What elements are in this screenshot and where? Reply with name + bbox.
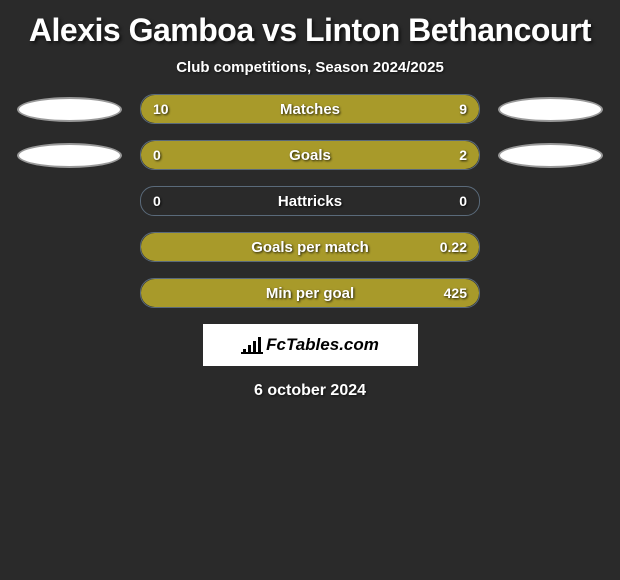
stat-label: Min per goal (141, 285, 479, 302)
stat-row: Goals per match0.22 (0, 232, 620, 262)
avatar-right (498, 143, 603, 168)
stat-label: Matches (141, 101, 479, 118)
stat-bar: Goals per match0.22 (140, 232, 480, 262)
stat-value-right: 2 (459, 147, 467, 163)
avatar-spacer (17, 189, 122, 214)
stat-row: 10Matches9 (0, 94, 620, 124)
avatar-spacer (17, 281, 122, 306)
chart-icon (241, 336, 263, 354)
subtitle: Club competitions, Season 2024/2025 (0, 53, 620, 94)
logo-text: FcTables.com (266, 335, 379, 355)
stat-value-right: 9 (459, 101, 467, 117)
stat-bar: 10Matches9 (140, 94, 480, 124)
page-title: Alexis Gamboa vs Linton Bethancourt (0, 0, 620, 53)
stat-value-right: 0 (459, 193, 467, 209)
stat-value-right: 425 (444, 285, 467, 301)
stat-bar: Min per goal425 (140, 278, 480, 308)
avatar-left (17, 143, 122, 168)
stat-label: Goals (141, 147, 479, 164)
avatar-right (498, 97, 603, 122)
avatar-spacer (498, 235, 603, 260)
avatar-spacer (498, 281, 603, 306)
stat-row: 0Hattricks0 (0, 186, 620, 216)
stat-bar: 0Goals2 (140, 140, 480, 170)
logo-box: FcTables.com (203, 324, 418, 366)
stats-container: 10Matches90Goals20Hattricks0Goals per ma… (0, 94, 620, 308)
date-text: 6 october 2024 (0, 376, 620, 400)
stat-row: 0Goals2 (0, 140, 620, 170)
stat-label: Goals per match (141, 239, 479, 256)
stat-label: Hattricks (141, 193, 479, 210)
stat-value-right: 0.22 (440, 239, 467, 255)
avatar-spacer (498, 189, 603, 214)
avatar-left (17, 97, 122, 122)
avatar-spacer (17, 235, 122, 260)
stat-bar: 0Hattricks0 (140, 186, 480, 216)
stat-row: Min per goal425 (0, 278, 620, 308)
